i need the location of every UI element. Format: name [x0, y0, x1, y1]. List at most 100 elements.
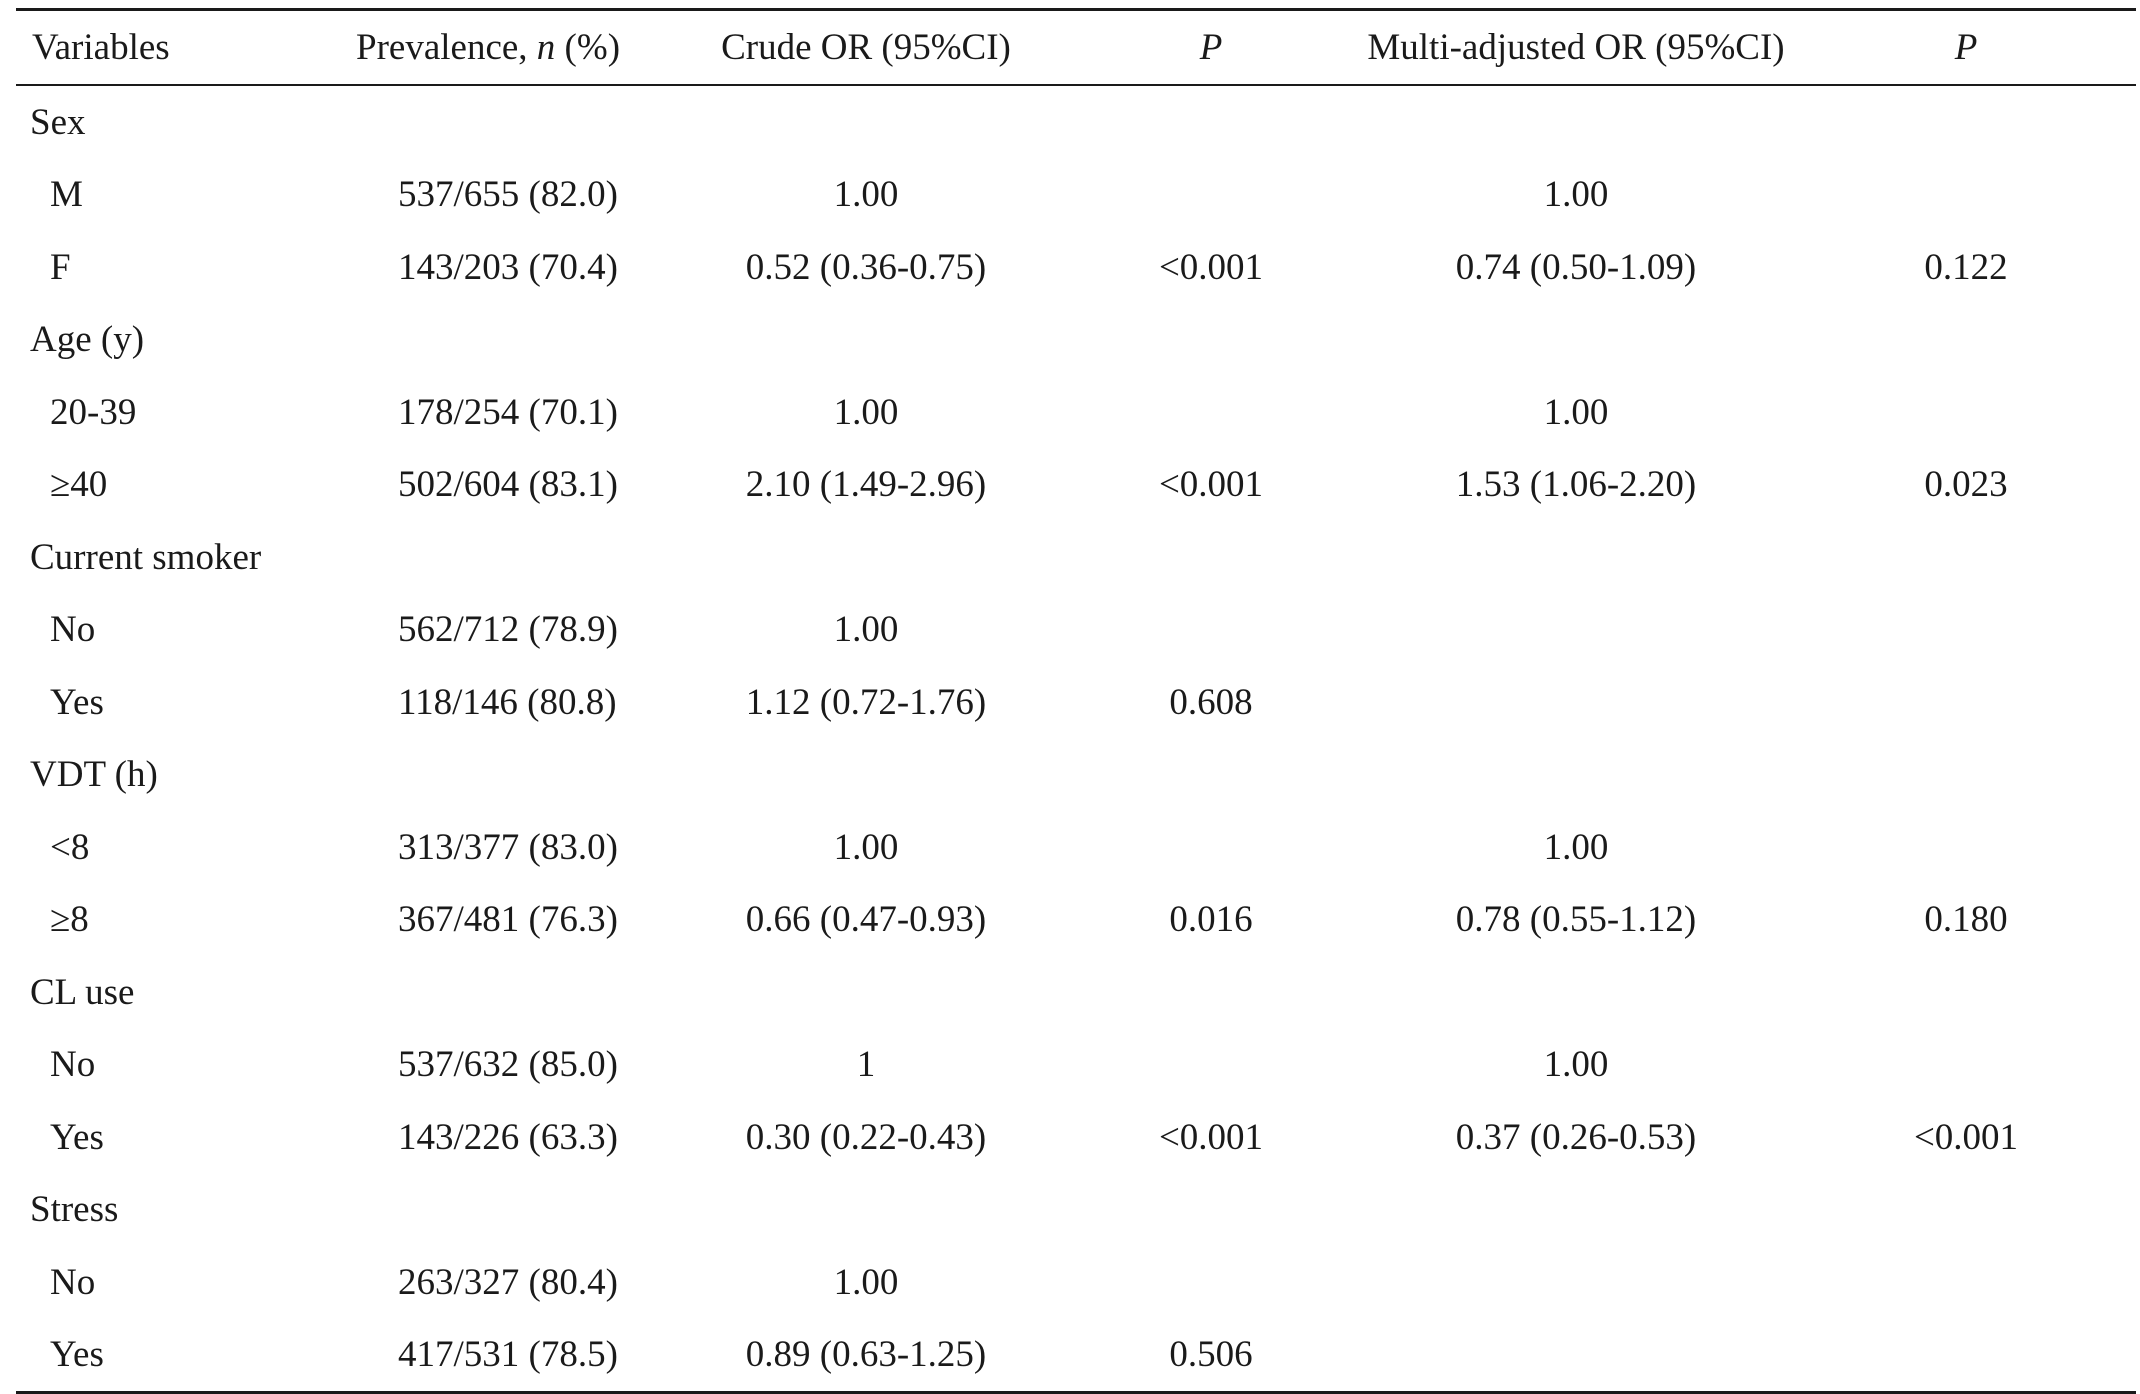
- prevalence-cell: 367/481 (76.3): [398, 899, 618, 941]
- table-group-row: Current smoker: [16, 521, 2136, 594]
- table-row: F 143/203 (70.4) 0.52 (0.36-0.75) <0.001 0.7…: [16, 231, 2136, 304]
- multi-or-cell: [1356, 739, 1796, 812]
- multi-or-cell: [1356, 304, 1796, 377]
- p-crude-cell: [1066, 85, 1356, 159]
- header-variables: Variables: [32, 27, 170, 68]
- table-row: No 537/632 (85.0) 1 1.00: [16, 1029, 2136, 1102]
- crude-or-cell: 0.66 (0.47-0.93): [745, 899, 987, 941]
- p-crude-cell: [1066, 304, 1356, 377]
- group-label: Age (y): [30, 319, 145, 361]
- crude-or-cell: 0.52 (0.36-0.75): [745, 246, 987, 288]
- multi-or-cell: 1.00: [1543, 1044, 1609, 1086]
- group-label: VDT (h): [30, 754, 158, 796]
- prevalence-cell: 562/712 (78.9): [398, 609, 618, 651]
- p-crude-cell: [1066, 376, 1356, 449]
- p-multi-cell: [1796, 1319, 2136, 1393]
- table-row: <8 313/377 (83.0) 1.00 1.00: [16, 811, 2136, 884]
- prevalence-cell: [356, 304, 666, 377]
- group-label: Stress: [30, 1189, 119, 1231]
- header-prevalence-suffix: (%): [555, 27, 621, 68]
- prevalence-cell: 537/632 (85.0): [398, 1044, 618, 1086]
- p-multi-cell: [1796, 521, 2136, 594]
- crude-or-cell: [666, 304, 1066, 377]
- multi-or-cell: 1.00: [1543, 174, 1609, 216]
- prevalence-cell: 502/604 (83.1): [398, 464, 618, 506]
- table-group-row: Sex: [16, 85, 2136, 159]
- results-table-container: Variables Prevalence, n (%) Crude OR (95…: [16, 8, 2136, 1394]
- table-group-row: Stress: [16, 1174, 2136, 1247]
- row-label: ≥40: [50, 464, 108, 506]
- header-crude-or: Crude OR (95%CI): [721, 27, 1011, 68]
- p-multi-cell: [1796, 739, 2136, 812]
- p-multi-cell: [1796, 304, 2136, 377]
- prevalence-cell: 417/531 (78.5): [398, 1334, 618, 1376]
- prevalence-cell: 143/226 (63.3): [398, 1116, 618, 1158]
- table-row: No 263/327 (80.4) 1.00: [16, 1246, 2136, 1319]
- header-p-crude: P: [1066, 10, 1356, 86]
- prevalence-cell: 118/146 (80.8): [398, 681, 617, 723]
- p-crude-cell: <0.001: [1158, 464, 1264, 506]
- crude-or-cell: 1.00: [833, 1261, 899, 1303]
- header-p-crude-text: P: [1199, 27, 1223, 68]
- multi-or-cell: 1.00: [1543, 391, 1609, 433]
- crude-or-cell: 1: [856, 1044, 876, 1086]
- crude-or-cell: [666, 521, 1066, 594]
- crude-or-cell: 1.12 (0.72-1.76): [745, 681, 987, 723]
- crude-or-cell: 2.10 (1.49-2.96): [745, 464, 987, 506]
- table-group-row: Age (y): [16, 304, 2136, 377]
- table-row: 20-39 178/254 (70.1) 1.00 1.00: [16, 376, 2136, 449]
- crude-or-cell: 1.00: [833, 826, 899, 868]
- table-group-row: VDT (h): [16, 739, 2136, 812]
- crude-or-cell: 0.30 (0.22-0.43): [745, 1116, 987, 1158]
- table-body: Sex M 537/655 (82.0) 1.00 1.00 F 143/203 (70.4…: [16, 85, 2136, 1393]
- multi-or-cell: [1356, 521, 1796, 594]
- row-label: ≥8: [50, 899, 89, 941]
- header-prevalence-prefix: Prevalence,: [356, 27, 537, 68]
- prevalence-cell: 263/327 (80.4): [398, 1261, 618, 1303]
- crude-or-cell: 0.89 (0.63-1.25): [745, 1334, 987, 1376]
- multi-or-cell: 1.00: [1543, 826, 1609, 868]
- p-multi-cell: [1796, 1246, 2136, 1319]
- header-p-multi: P: [1796, 10, 2136, 86]
- row-label: Yes: [50, 681, 104, 723]
- p-multi-cell: [1796, 666, 2136, 739]
- multi-or-cell: 0.37 (0.26-0.53): [1455, 1116, 1697, 1158]
- multi-or-cell: [1356, 1246, 1796, 1319]
- group-label: Current smoker: [30, 536, 262, 578]
- table-row: Yes 118/146 (80.8) 1.12 (0.72-1.76) 0.608: [16, 666, 2136, 739]
- row-label: No: [50, 609, 96, 651]
- table-group-row: CL use: [16, 956, 2136, 1029]
- header-prevalence-n: n: [536, 27, 556, 68]
- prevalence-cell: [356, 739, 666, 812]
- multi-or-cell: [1356, 1319, 1796, 1393]
- p-crude-cell: [1066, 159, 1356, 232]
- multi-or-cell: 0.74 (0.50-1.09): [1455, 246, 1697, 288]
- p-multi-cell: [1796, 85, 2136, 159]
- group-label: Sex: [30, 101, 86, 143]
- crude-or-cell: 1.00: [833, 391, 899, 433]
- row-label: <8: [50, 826, 90, 868]
- table-row: M 537/655 (82.0) 1.00 1.00: [16, 159, 2136, 232]
- p-multi-cell: [1796, 811, 2136, 884]
- table-row: Yes 143/226 (63.3) 0.30 (0.22-0.43) <0.001 0…: [16, 1101, 2136, 1174]
- multi-or-cell: [1356, 1174, 1796, 1247]
- p-multi-cell: <0.001: [1913, 1116, 2019, 1158]
- p-crude-cell: 0.608: [1169, 681, 1253, 723]
- p-multi-cell: [1796, 376, 2136, 449]
- header-multi-or: Multi-adjusted OR (95%CI): [1367, 27, 1785, 68]
- p-crude-cell: <0.001: [1158, 1116, 1264, 1158]
- p-multi-cell: [1796, 594, 2136, 667]
- p-crude-cell: 0.016: [1169, 899, 1253, 941]
- row-label: M: [50, 174, 83, 216]
- p-multi-cell: 0.023: [1924, 464, 2008, 506]
- table-row: No 562/712 (78.9) 1.00: [16, 594, 2136, 667]
- crude-or-cell: [666, 739, 1066, 812]
- prevalence-cell: [356, 85, 666, 159]
- crude-or-cell: [666, 1174, 1066, 1247]
- p-crude-cell: [1066, 956, 1356, 1029]
- header-p-multi-text: P: [1954, 27, 1978, 68]
- multi-or-cell: [1356, 666, 1796, 739]
- p-multi-cell: 0.122: [1924, 246, 2008, 288]
- group-label: CL use: [30, 971, 135, 1013]
- prevalence-cell: 537/655 (82.0): [398, 174, 618, 216]
